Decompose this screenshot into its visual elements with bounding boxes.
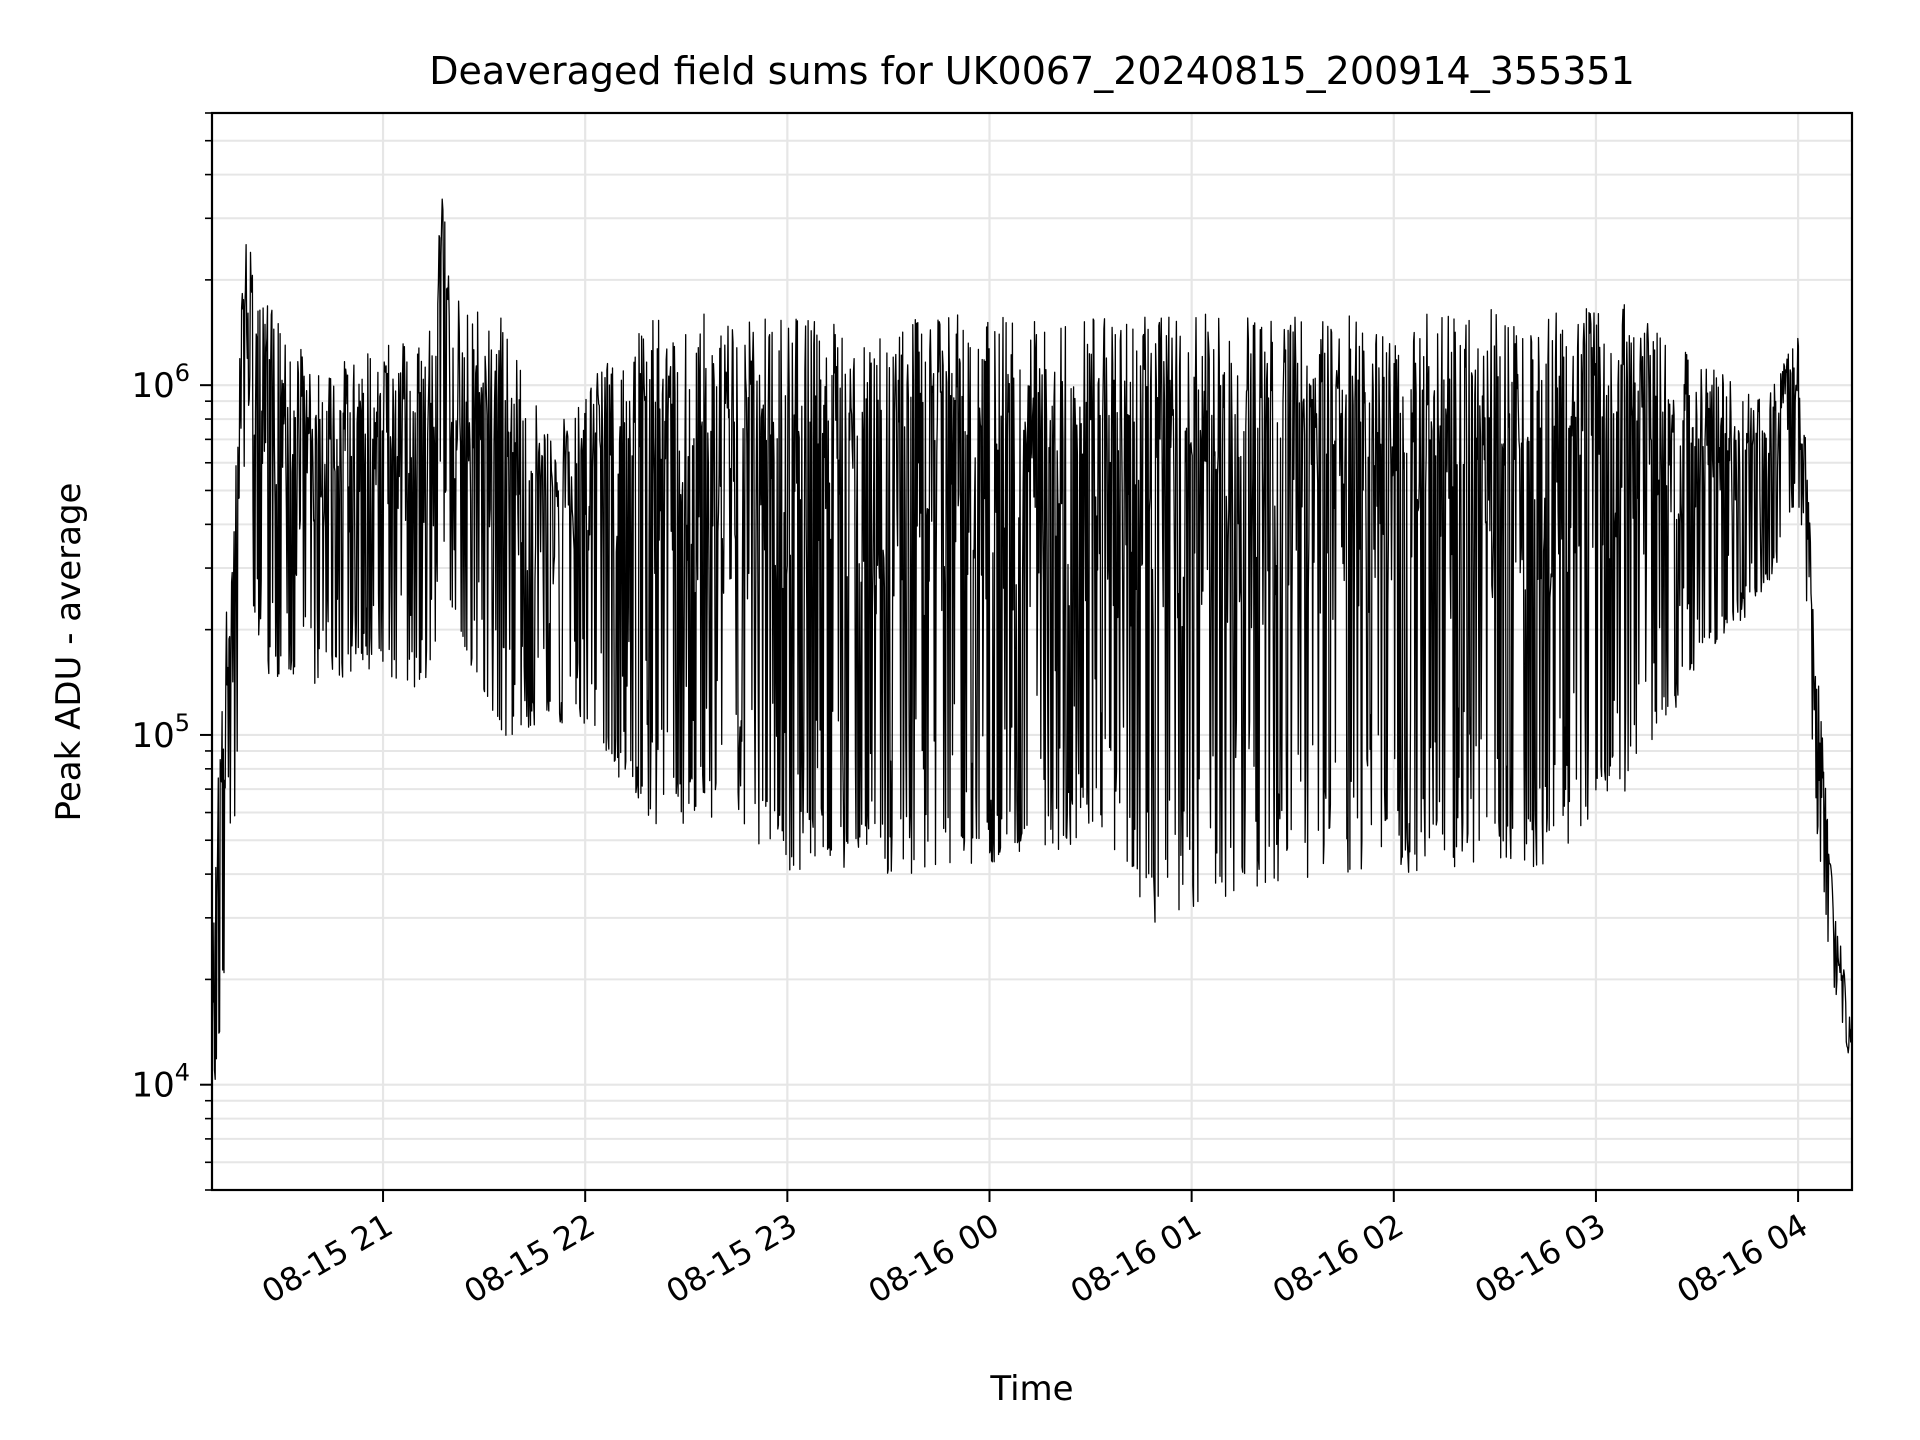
x-axis-label: Time	[989, 1369, 1073, 1409]
y-axis: 104 105 106	[131, 112, 212, 1191]
y-tick-label: 105	[131, 709, 190, 756]
y-axis-label: Peak ADU - average	[49, 483, 89, 822]
data-series	[211, 198, 1853, 1080]
chart-title: Deaveraged field sums for UK0067_2024081…	[429, 49, 1635, 93]
series-line-peak-adu	[211, 198, 1853, 1080]
plot-frame	[210, 111, 1854, 1192]
y-tick-label: 104	[131, 1059, 190, 1106]
y-tick-label: 106	[131, 359, 190, 406]
